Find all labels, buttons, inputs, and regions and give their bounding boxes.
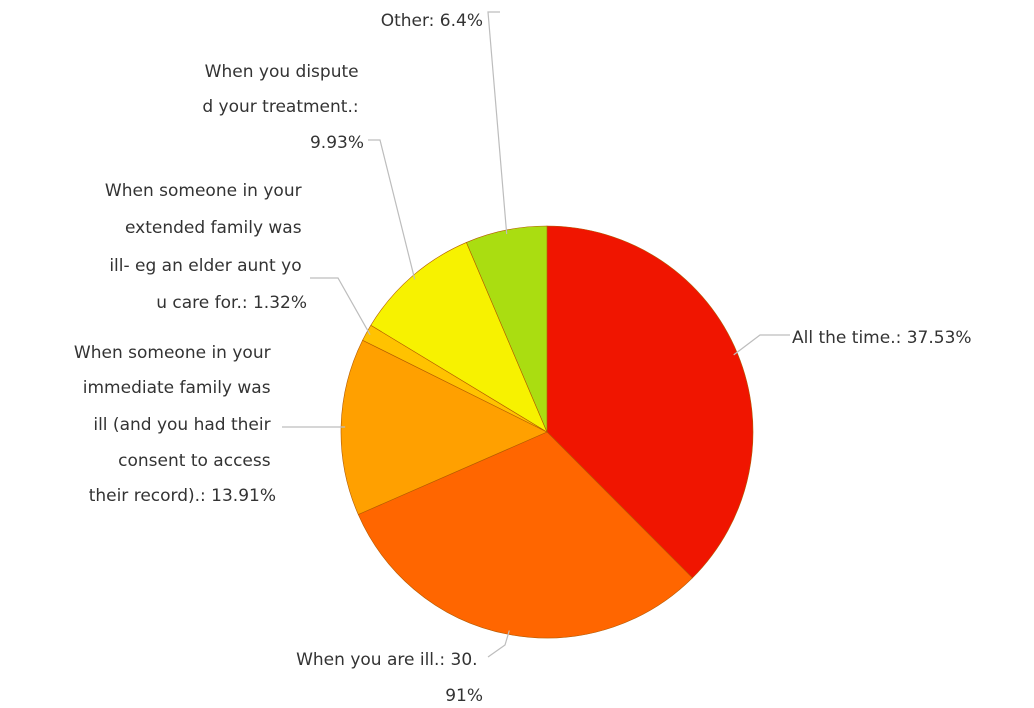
leader-other xyxy=(487,11,508,235)
label-other: Other: 6.4% xyxy=(381,11,483,31)
label-disputed-line-2: d your treatment.: xyxy=(202,97,358,117)
label-all-the-time: All the time.: 37.53% xyxy=(792,328,972,348)
label-extended-family: When someone in your extended family was… xyxy=(105,181,307,313)
label-when-ill-line-1: When you are ill.: 30. xyxy=(296,650,478,670)
label-when-ill: When you are ill.: 30. 91% xyxy=(296,650,483,706)
label-immediate-line-1: When someone in your xyxy=(74,343,271,363)
label-extended-line-2: extended family was xyxy=(125,218,302,238)
label-immediate-line-2: immediate family was xyxy=(83,378,271,398)
leader-disputed xyxy=(368,139,416,280)
label-when-ill-line-2: 91% xyxy=(445,686,483,706)
label-other-line-1: Other: 6.4% xyxy=(381,11,483,31)
label-disputed: When you dispute d your treatment.: 9.93… xyxy=(202,62,364,153)
label-extended-line-1: When someone in your xyxy=(105,181,302,201)
label-disputed-line-3: 9.93% xyxy=(310,133,364,153)
leader-lines xyxy=(282,11,790,658)
slice-all-the-time xyxy=(546,225,754,579)
label-disputed-line-1: When you dispute xyxy=(205,62,359,82)
slice-disputed xyxy=(370,242,548,433)
leader-extended-family xyxy=(310,277,371,335)
label-extended-line-4: u care for.: 1.32% xyxy=(156,293,307,313)
label-immediate-line-4: consent to access xyxy=(118,451,271,471)
label-all-the-time-line-1: All the time.: 37.53% xyxy=(792,328,972,348)
leader-all-the-time xyxy=(733,334,790,356)
label-immediate-line-3: ill (and you had their xyxy=(93,415,270,435)
label-extended-line-3: ill- eg an elder aunt yo xyxy=(109,256,301,276)
label-immediate-family: When someone in your immediate family wa… xyxy=(74,343,276,506)
pie-slices xyxy=(340,225,754,639)
leader-when-ill xyxy=(487,630,510,658)
label-immediate-line-5: their record).: 13.91% xyxy=(89,486,276,506)
